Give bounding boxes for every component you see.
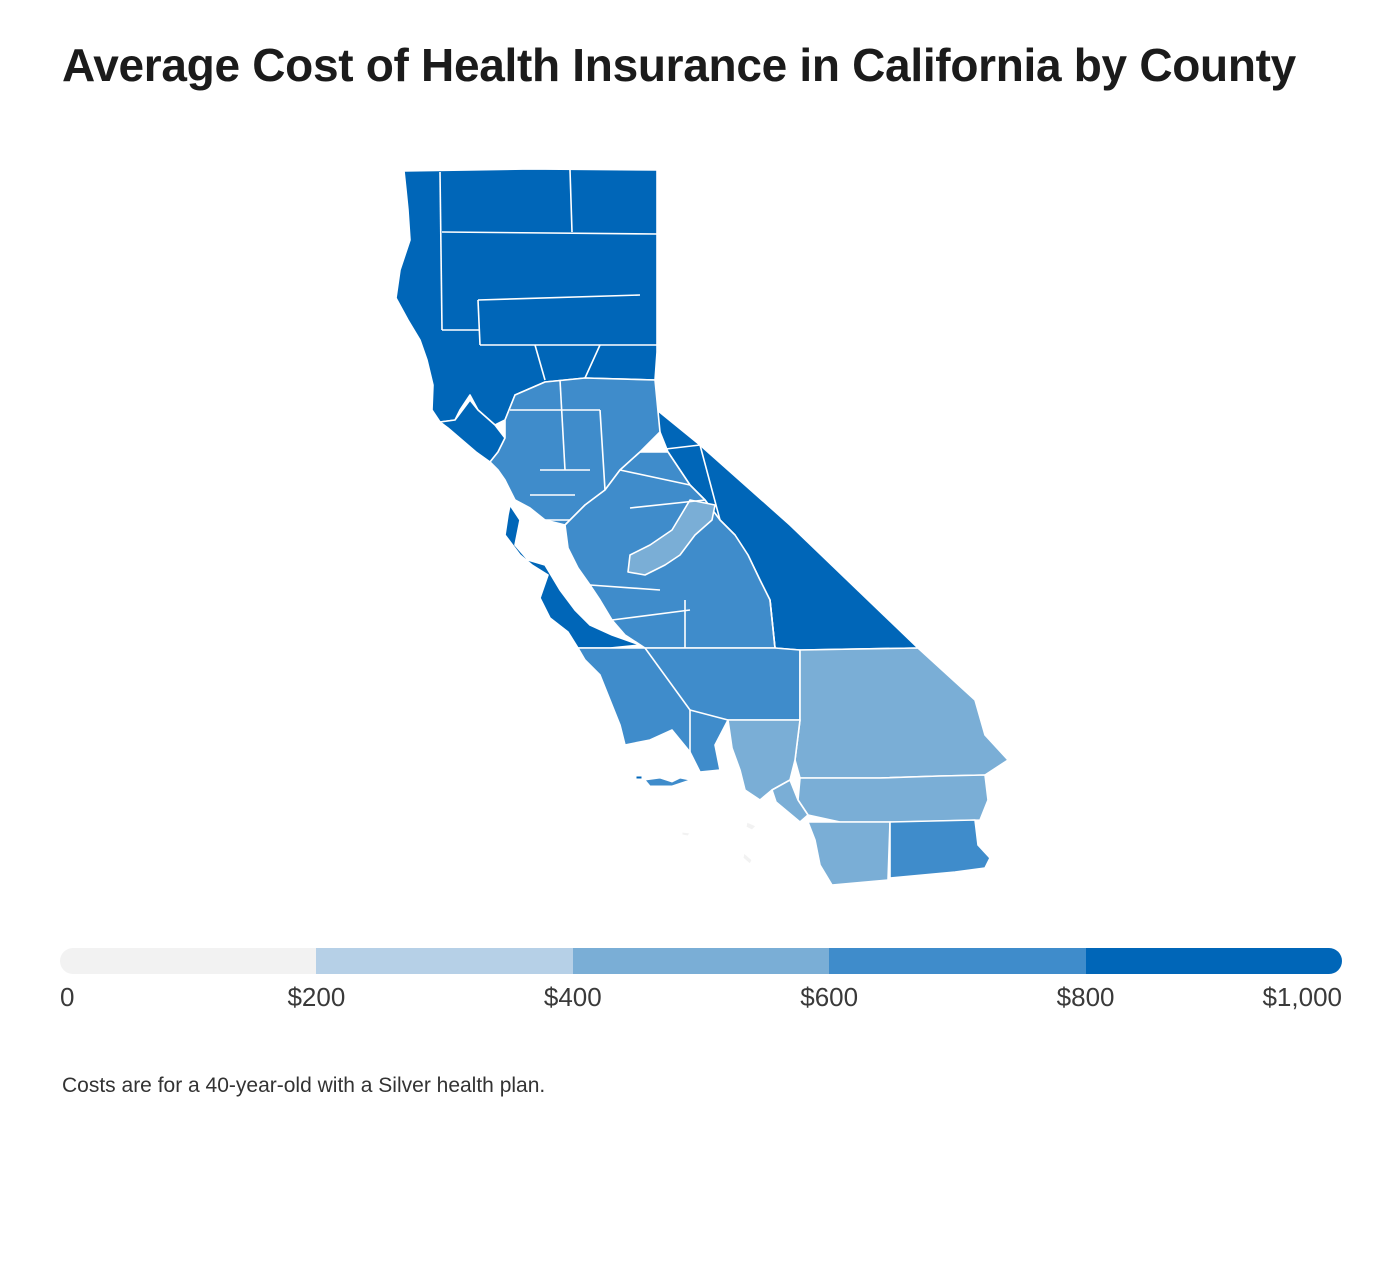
region-san-diego — [807, 821, 891, 886]
legend-segment-0 — [60, 948, 317, 974]
channel-island — [644, 777, 692, 787]
region-los-angeles — [727, 719, 801, 801]
county-border — [534, 344, 546, 381]
county-border — [559, 379, 566, 471]
map-svg — [395, 168, 1009, 886]
region-orange — [771, 779, 809, 823]
legend-label-600: $600 — [800, 982, 859, 1012]
county-border — [439, 171, 443, 331]
region-riverside — [797, 774, 989, 823]
county-border — [769, 599, 776, 649]
county-border — [619, 469, 691, 486]
channel-island — [742, 852, 753, 865]
legend-label-800: $800 — [1056, 982, 1115, 1012]
county-border — [644, 647, 691, 711]
county-border — [629, 499, 706, 509]
legend-label-0: 0 — [60, 982, 75, 1012]
legend-label-400: $400 — [543, 982, 602, 1012]
county-border — [584, 344, 601, 379]
region-san-bernardino — [794, 647, 1009, 779]
county-border — [589, 584, 661, 591]
legend-label-200: $200 — [287, 982, 346, 1012]
legend-color-scale — [60, 948, 1342, 974]
county-border — [689, 709, 729, 721]
channel-island — [745, 821, 757, 831]
legend-label-1000: $1,000 — [1262, 982, 1342, 1012]
county-border — [477, 299, 481, 346]
footnote: Costs are for a 40-year-old with a Silve… — [62, 1074, 546, 1097]
page-title: Average Cost of Health Insurance in Cali… — [62, 39, 1296, 91]
channel-island — [681, 831, 691, 837]
region-tuolumne-mariposa — [627, 499, 716, 576]
legend-labels: 0 $200 $400 $600 $800 $1,000 — [0, 982, 1400, 1022]
county-border — [569, 169, 573, 233]
county-border — [441, 231, 658, 235]
channel-island — [635, 775, 643, 780]
legend-segment-3 — [829, 948, 1086, 974]
county-border — [599, 409, 606, 491]
legend-segment-4 — [1085, 948, 1342, 974]
county-border — [639, 444, 701, 453]
region-imperial — [889, 819, 991, 879]
legend-segment-1 — [316, 948, 573, 974]
county-border — [477, 294, 641, 301]
california-county-map — [395, 168, 1009, 886]
county-border — [611, 609, 691, 621]
legend-segment-2 — [572, 948, 830, 974]
county-border — [699, 444, 721, 521]
